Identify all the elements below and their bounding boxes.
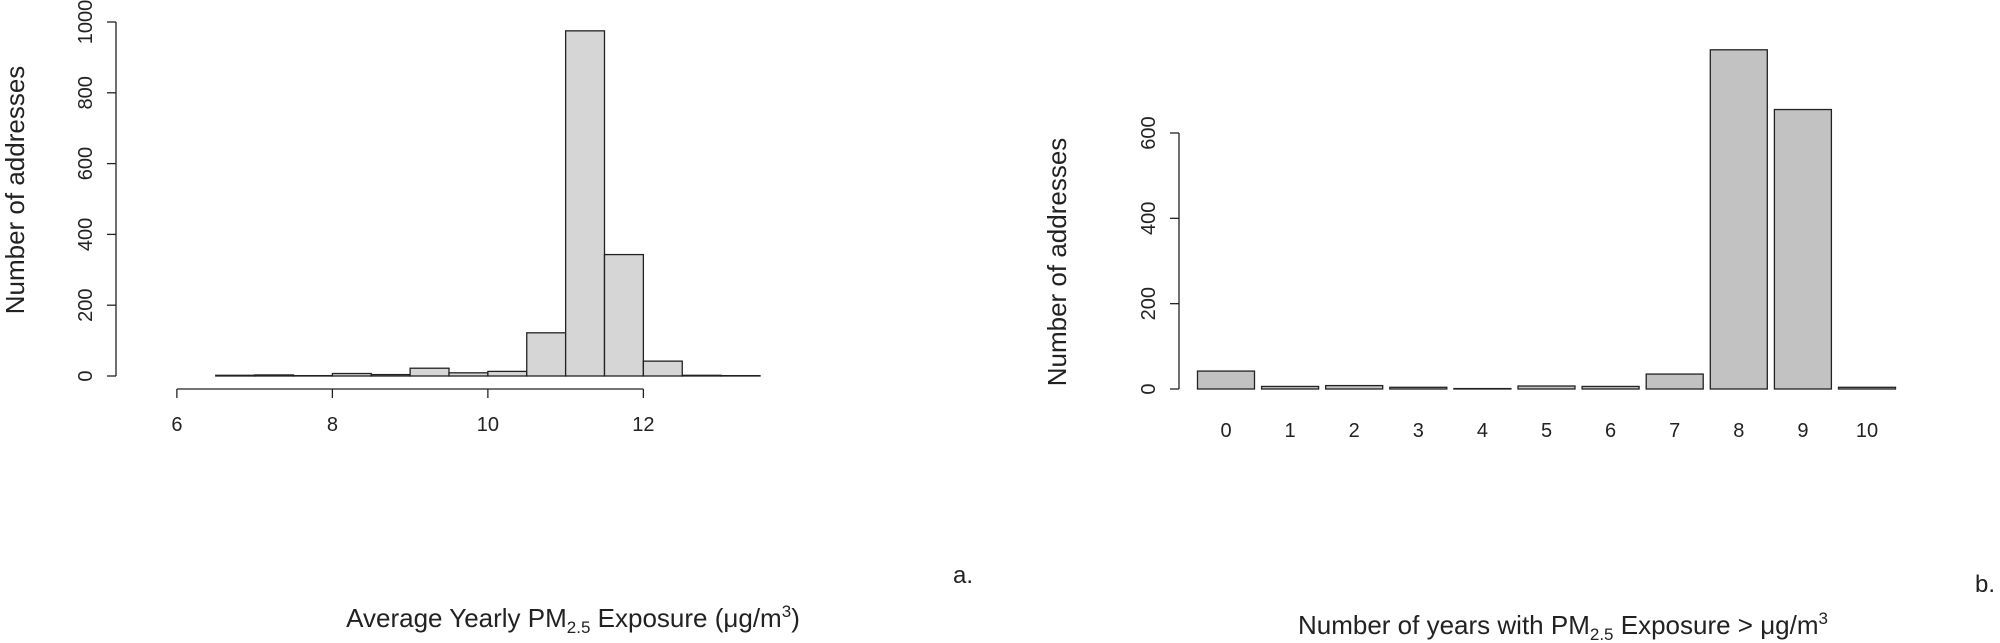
histogram-bin-3 (253, 374, 295, 377)
histogram-panel-a: 0 200 400 600 800 1000 6 8 10 12 Number of addre… (0, 0, 973, 637)
histogram-bin-9 (487, 370, 528, 377)
bar-series (1196, 49, 1897, 390)
x-tick-label-b-5: 5 (1541, 420, 1552, 442)
y-tick-label-b-1: 200 (1138, 287, 1160, 320)
histogram-bin-6 (370, 373, 411, 377)
histogram-bin-5 (331, 372, 372, 377)
y-tick-label-b-3: 600 (1138, 116, 1160, 149)
y-tick-label-b-2: 400 (1138, 202, 1160, 235)
x-axis-title-a-rest: Exposure (μg/m (590, 603, 781, 633)
x-tick-label-b-9: 9 (1797, 420, 1808, 442)
x-tick-label-b-2: 2 (1349, 420, 1360, 442)
histogram-bars (215, 30, 761, 377)
x-axis-title-a-superscript: 3 (782, 602, 791, 621)
histogram-bin-7 (409, 367, 450, 377)
x-tick-label-b-4: 4 (1477, 420, 1488, 442)
bar-1 (1260, 385, 1320, 390)
y-axis-title-b: Number of addresses (1042, 138, 1072, 387)
panel-label-b: b. (1975, 571, 1995, 598)
y-tick-label-a-1: 200 (75, 289, 97, 322)
y-tick-label-a-2: 400 (75, 218, 97, 251)
bar-7 (1645, 373, 1704, 390)
x-tick-label-b-8: 8 (1733, 420, 1744, 442)
x-axis-b: 0 1 2 3 4 5 6 7 8 9 10 (1220, 420, 1878, 442)
bar-0 (1196, 370, 1256, 390)
x-tick-label-a-0: 6 (171, 414, 182, 436)
bar-10 (1837, 386, 1897, 390)
x-axis-title-a-subscript: 2.5 (567, 618, 591, 637)
bar-2 (1325, 384, 1384, 390)
x-axis-title-a: Average Yearly PM2.5 Exposure (μg/m3) (346, 602, 800, 637)
x-tick-label-a-1: 8 (327, 414, 338, 436)
histogram-bin-11 (564, 30, 606, 377)
x-tick-label-a-2: 10 (477, 414, 499, 436)
histogram-bin-2 (215, 374, 256, 377)
histogram-bin-8 (448, 372, 489, 377)
y-axis-b: 0 200 400 600 (1138, 116, 1180, 395)
y-tick-label-a-0: 0 (75, 370, 97, 381)
x-tick-label-b-6: 6 (1605, 420, 1616, 442)
y-tick-label-a-4: 800 (75, 76, 97, 109)
x-axis-title-b-subscript: 2.5 (1590, 625, 1614, 643)
x-axis-title-a-end: ) (791, 603, 800, 633)
y-tick-label-a-3: 600 (75, 147, 97, 180)
y-axis-a: 0 200 400 600 800 1000 (75, 0, 117, 382)
x-tick-label-b-0: 0 (1220, 420, 1231, 442)
bar-chart-panel-b: 0 200 400 600 0 1 2 3 4 5 6 7 8 9 10 Number of addres… (1042, 49, 1995, 643)
x-axis-title-a-main: Average Yearly PM (346, 603, 567, 633)
x-axis-title-b-rest: Exposure > μg/m (1614, 610, 1819, 640)
histogram-bin-14 (681, 374, 722, 377)
x-tick-label-b-1: 1 (1285, 420, 1296, 442)
x-axis-title-b-main: Number of years with PM (1298, 610, 1590, 640)
bar-6 (1581, 385, 1640, 390)
y-tick-label-b-0: 0 (1138, 383, 1160, 394)
x-tick-label-b-3: 3 (1413, 420, 1424, 442)
bar-5 (1517, 385, 1576, 390)
x-axis-a: 6 8 10 12 (171, 388, 655, 436)
x-tick-label-b-7: 7 (1669, 420, 1680, 442)
x-axis-title-b: Number of years with PM2.5 Exposure > μg… (1298, 609, 1828, 643)
x-axis-title-b-superscript: 3 (1819, 609, 1828, 628)
histogram-bin-10 (526, 332, 567, 377)
x-tick-label-b-10: 10 (1856, 420, 1878, 442)
histogram-bin-13 (642, 360, 683, 377)
bar-3 (1389, 386, 1448, 390)
x-tick-label-a-3: 12 (632, 414, 654, 436)
bar-9 (1773, 108, 1833, 390)
y-axis-title-a: Number of addresses (0, 66, 30, 315)
panel-label-a: a. (953, 562, 973, 589)
histogram-bin-12 (603, 253, 645, 377)
bar-8 (1709, 49, 1768, 390)
y-tick-label-a-5: 1000 (75, 0, 97, 44)
